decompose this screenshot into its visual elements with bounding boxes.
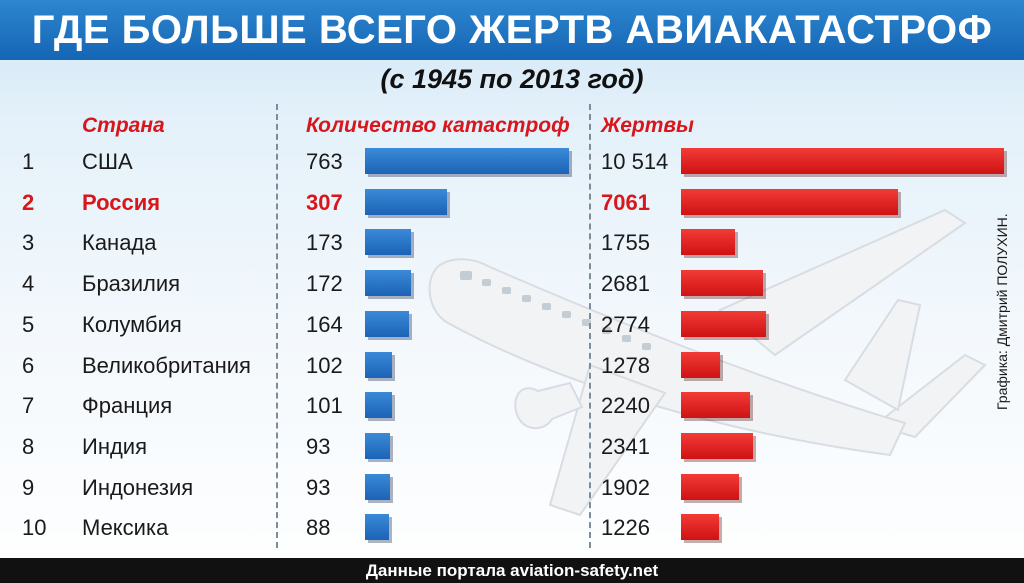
rank-label: 8 xyxy=(22,433,35,459)
crash-bar xyxy=(365,188,448,215)
crash-bar xyxy=(365,351,393,378)
table-row: 1 США 763 10 514 xyxy=(0,142,1024,182)
victims-bar xyxy=(681,351,721,378)
country-label: Великобритания xyxy=(82,352,251,378)
chart-subtitle: (с 1945 по 2013 год) xyxy=(380,64,644,94)
crash-count-label: 763 xyxy=(306,149,343,174)
country-label: Канада xyxy=(82,230,157,256)
crash-bar xyxy=(365,270,411,297)
victims-bar xyxy=(681,432,753,459)
table-row: 9 Индонезия 93 1902 xyxy=(0,468,1024,508)
rank-label: 6 xyxy=(22,352,35,378)
credit-text: Графика: Дмитрий ПОЛУХИН. xyxy=(994,213,1010,410)
victims-label: 10 514 xyxy=(601,149,669,174)
victims-label: 1755 xyxy=(601,230,650,256)
header-crashes: Количество катастроф xyxy=(306,114,570,137)
victims-bar xyxy=(681,392,750,419)
table-row: 4 Бразилия 172 2681 xyxy=(0,264,1024,304)
rank-label: 5 xyxy=(22,311,35,337)
victims-label: 2341 xyxy=(601,433,650,459)
rank-label: 1 xyxy=(22,149,35,174)
table-row: 3 Канада 173 1755 xyxy=(0,223,1024,263)
victims-bar xyxy=(681,270,764,297)
rank-label: 3 xyxy=(22,230,35,256)
column-divider xyxy=(276,104,278,548)
rank-label: 7 xyxy=(22,393,35,419)
victims-bar xyxy=(681,514,719,541)
footer-bar xyxy=(0,558,1024,583)
crash-bar xyxy=(365,392,392,419)
table-row: 7 Франция 101 2240 xyxy=(0,386,1024,426)
table-row: 8 Индия 93 2341 xyxy=(0,427,1024,467)
table-row: 2 Россия 307 7061 xyxy=(0,183,1024,223)
source-footer: Данные портала aviation-safety.net xyxy=(365,561,659,580)
crash-count-label: 101 xyxy=(306,393,343,419)
chart-title: ГДЕ БОЛЬШЕ ВСЕГО ЖЕРТВ АВИАКАТАСТРОФ xyxy=(31,8,993,52)
airplane-image xyxy=(428,208,987,517)
rank-label: 10 xyxy=(22,515,47,541)
country-label: Колумбия xyxy=(82,311,182,337)
victims-label: 7061 xyxy=(601,189,650,215)
crash-bar xyxy=(365,473,390,500)
crash-count-label: 172 xyxy=(306,271,343,297)
rank-label: 4 xyxy=(22,271,35,297)
victims-bar xyxy=(681,473,740,500)
victims-label: 2681 xyxy=(601,271,650,297)
table-row: 10 Мексика 88 1226 xyxy=(0,508,1024,548)
crash-count-label: 93 xyxy=(306,433,331,459)
crash-bar xyxy=(365,148,569,174)
country-label: США xyxy=(82,149,133,174)
victims-bar xyxy=(681,188,898,215)
crash-count-label: 88 xyxy=(306,515,331,541)
victims-label: 2774 xyxy=(601,311,650,337)
crash-count-label: 307 xyxy=(306,189,343,215)
victims-label: 1902 xyxy=(601,474,650,500)
crash-bar xyxy=(365,310,409,337)
victims-label: 1226 xyxy=(601,515,650,541)
header-victims: Жертвы xyxy=(601,114,694,137)
crash-count-label: 173 xyxy=(306,230,343,256)
crash-count-label: 93 xyxy=(306,474,331,500)
country-label: Бразилия xyxy=(82,271,181,297)
country-label: Индонезия xyxy=(82,474,194,500)
header-country: Страна xyxy=(82,114,165,137)
victims-label: 2240 xyxy=(601,393,650,419)
column-divider xyxy=(589,104,591,548)
country-label: Мексика xyxy=(82,515,169,541)
crash-count-label: 164 xyxy=(306,311,343,337)
country-label: Россия xyxy=(82,189,161,215)
crash-bar xyxy=(365,432,390,459)
victims-bar xyxy=(681,148,1004,174)
victims-bar xyxy=(681,310,767,337)
title-bar xyxy=(0,0,1024,60)
rank-label: 9 xyxy=(22,474,35,500)
table-row: 6 Великобритания 102 1278 xyxy=(0,346,1024,386)
rank-label: 2 xyxy=(22,189,35,215)
table-row: 5 Колумбия 164 2774 xyxy=(0,305,1024,345)
victims-bar xyxy=(681,229,735,256)
crash-bar xyxy=(365,229,412,256)
country-label: Франция xyxy=(82,393,173,419)
victims-label: 1278 xyxy=(601,352,650,378)
crash-bar xyxy=(365,514,389,541)
country-label: Индия xyxy=(82,433,148,459)
crash-count-label: 102 xyxy=(306,352,343,378)
